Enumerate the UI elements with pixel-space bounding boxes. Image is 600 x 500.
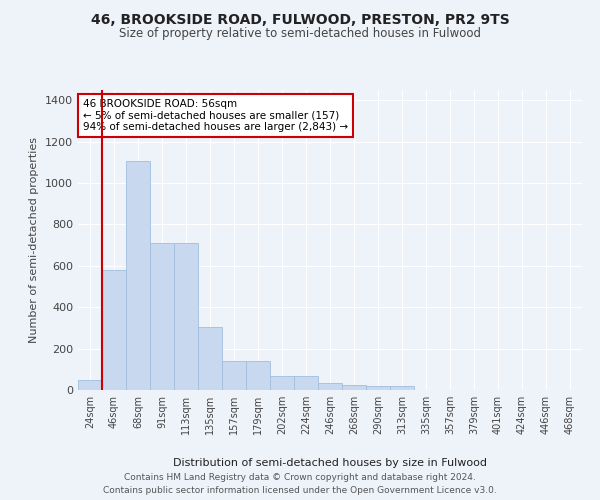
Bar [342, 385, 366, 390]
Bar [366, 386, 390, 390]
Bar [150, 243, 174, 390]
Text: 46 BROOKSIDE ROAD: 56sqm
← 5% of semi-detached houses are smaller (157)
94% of s: 46 BROOKSIDE ROAD: 56sqm ← 5% of semi-de… [83, 99, 348, 132]
Text: Contains HM Land Registry data © Crown copyright and database right 2024.
Contai: Contains HM Land Registry data © Crown c… [103, 474, 497, 495]
Y-axis label: Number of semi-detached properties: Number of semi-detached properties [29, 137, 40, 343]
Bar [198, 327, 222, 390]
Bar [390, 386, 414, 390]
Bar [78, 380, 102, 390]
Bar [174, 243, 198, 390]
Text: Distribution of semi-detached houses by size in Fulwood: Distribution of semi-detached houses by … [173, 458, 487, 468]
Text: 46, BROOKSIDE ROAD, FULWOOD, PRESTON, PR2 9TS: 46, BROOKSIDE ROAD, FULWOOD, PRESTON, PR… [91, 12, 509, 26]
Text: Size of property relative to semi-detached houses in Fulwood: Size of property relative to semi-detach… [119, 28, 481, 40]
Bar [126, 162, 150, 390]
Bar [270, 376, 294, 390]
Bar [294, 376, 318, 390]
Bar [222, 362, 246, 390]
Bar [102, 270, 126, 390]
Bar [318, 383, 342, 390]
Bar [246, 362, 270, 390]
